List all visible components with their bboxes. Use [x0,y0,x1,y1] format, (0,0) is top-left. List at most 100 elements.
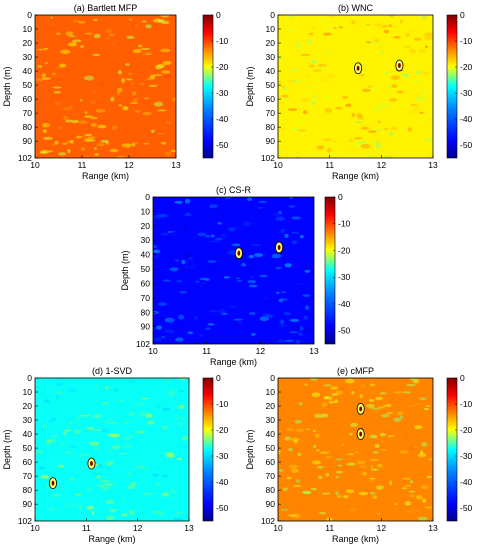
heatmap-speckle [70,504,77,506]
heatmap-speckle [417,48,427,54]
x-tick-label: 10 [273,160,283,170]
heatmap-speckle [359,465,367,469]
heatmap-speckle [111,126,117,131]
heatmap-speckle [282,94,289,98]
heatmap-speckle [419,111,424,114]
x-tick-label: 11 [202,346,211,356]
heatmap-speckle [383,71,389,75]
heatmap-speckle [293,484,302,488]
heatmap-speckle [198,284,205,287]
heatmap-speckle [127,516,136,521]
heatmap-speckle [132,48,142,54]
heatmap-speckle [74,429,81,434]
heatmap-speckle [277,339,287,343]
heatmap-speckle [310,487,317,491]
heatmap-speckle [402,391,412,394]
heatmap-speckle [323,396,330,399]
y-tick-label: 10 [141,206,151,216]
heatmap-speckle [377,120,381,124]
heatmap-speckle [160,48,171,53]
heatmap-speckle [323,138,332,142]
heatmap-speckle [321,492,331,495]
heatmap-speckle [310,59,318,63]
heatmap-speckle [335,475,339,479]
heatmap-speckle [157,518,163,521]
heatmap-speckle [75,493,82,497]
heatmap-speckle [87,429,93,433]
heatmap-speckle [145,496,152,500]
heatmap-speckle [108,422,119,425]
heatmap-speckle [102,402,109,405]
heatmap-speckle [45,440,52,445]
heatmap-speckle [300,132,307,136]
heatmap-speckle [157,132,166,135]
heatmap-speckle [379,102,388,107]
heatmap-speckle [325,517,333,521]
heatmap-speckle [135,430,145,434]
heatmap-speckle [297,452,302,457]
heatmap-speckle [111,445,121,450]
heatmap-speckle [322,34,328,40]
heatmap-speckle [294,439,298,444]
heatmap-speckle [91,123,97,127]
heatmap-speckle [345,103,352,108]
y-tick-label: 30 [266,52,276,62]
heatmap-speckle [91,511,95,515]
heatmap-speckle [130,82,135,86]
heatmap-speckle [51,417,56,420]
heatmap-speckle [105,499,115,505]
heatmap-speckle [387,85,393,89]
heatmap-speckle [389,398,394,404]
heatmap-speckle [417,453,427,458]
heatmap-speckle [297,477,307,482]
heatmap-speckle [266,314,274,318]
heatmap-speckle [72,19,81,23]
heatmap-speckle [247,217,255,220]
heatmap-speckle [288,68,299,73]
y-tick-label: 70 [141,293,151,303]
colorbar-gradient [446,377,458,522]
heatmap-speckle [75,495,82,498]
heatmap-speckle [41,77,51,80]
heatmap-speckle [143,142,150,145]
heatmap-speckle [152,473,160,477]
heatmap-speckle [305,305,309,310]
colorbar-tick-label: 0 [216,10,221,20]
heatmap-speckle [424,36,433,41]
heatmap-speckle [98,463,102,468]
heatmap-speckle [66,378,76,382]
heatmap-speckle [168,432,172,435]
y-tick-label: 20 [141,221,151,231]
heatmap-speckle [92,473,97,476]
heatmap-speckle [174,446,180,451]
heatmap-speckle [382,431,391,433]
heatmap-speckle [102,421,110,423]
heatmap-speckle [128,411,135,416]
heatmap-speckle [337,464,343,467]
heatmap-speckle [314,433,320,439]
heatmap-speckle [414,92,419,97]
y-tick-label: 90 [266,136,276,146]
heatmap-speckle [125,63,130,66]
colorbar-tick-label: -10 [460,36,473,46]
heatmap-speckle [273,330,277,336]
heatmap-speckle [293,21,297,26]
heatmap-speckle [368,398,375,403]
heatmap-speckle [350,422,359,427]
heatmap-speckle [142,111,152,116]
heatmap-speckle [42,129,47,133]
heatmap-speckle [380,448,387,452]
heatmap-speckle [289,15,294,19]
heatmap-speckle [314,413,324,418]
x-tick-label: 13 [428,160,438,170]
panels: (a) Bartlett MFP0102030405060708090102De… [2,3,473,544]
heatmap-speckle [378,107,389,110]
heatmap-speckle [236,279,242,282]
heatmap-speckle [54,382,63,387]
heatmap-speckle [375,144,381,149]
heatmap-speckle [56,66,61,69]
heatmap-speckle [214,237,223,241]
heatmap-speckle [408,29,418,32]
heatmap-speckle [247,280,257,284]
heatmap-speckle [126,78,133,81]
